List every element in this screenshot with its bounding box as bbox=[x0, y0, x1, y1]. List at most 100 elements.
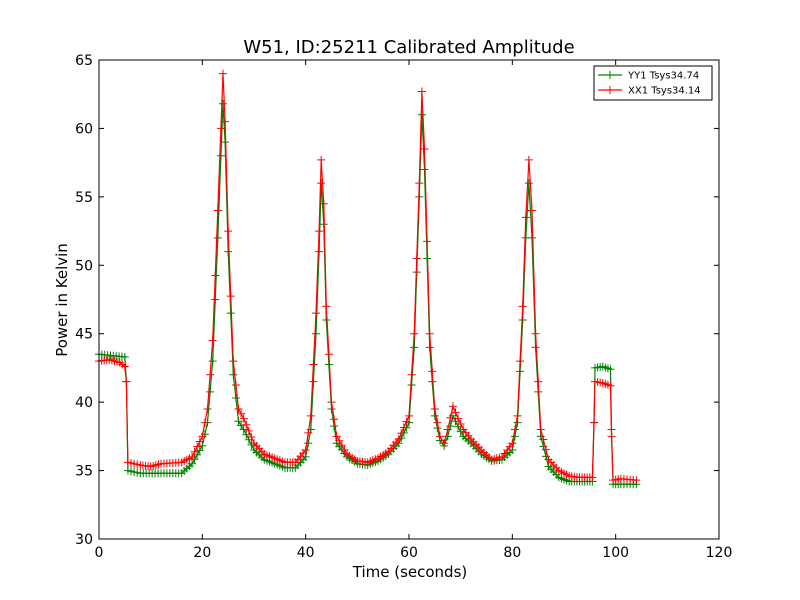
series-point-marker bbox=[524, 155, 533, 164]
series-point-marker bbox=[524, 179, 533, 188]
series-point-marker bbox=[539, 435, 548, 444]
y-tick-label: 60 bbox=[75, 121, 93, 137]
series-point-marker bbox=[527, 233, 536, 242]
series-point-marker bbox=[412, 254, 421, 263]
series-point-marker bbox=[606, 365, 615, 374]
legend-item: YY1 Tsys34.74 bbox=[598, 71, 699, 82]
series-point-marker bbox=[508, 439, 517, 448]
series-point-marker bbox=[188, 452, 196, 461]
series-point-marker bbox=[448, 402, 457, 411]
legend-item: XX1 Tsys34.14 bbox=[598, 86, 701, 97]
x-tick-label: 80 bbox=[503, 545, 521, 561]
series-point-marker bbox=[206, 370, 215, 379]
x-tick-label: 0 bbox=[95, 545, 104, 561]
series-point-marker bbox=[531, 343, 540, 352]
series-point-marker bbox=[247, 433, 256, 442]
series-point-marker bbox=[200, 418, 209, 427]
series-point-marker bbox=[304, 428, 313, 437]
series-point-marker bbox=[534, 377, 543, 386]
series-point-marker bbox=[198, 432, 207, 441]
series-point-marker bbox=[513, 411, 522, 420]
series-point-marker bbox=[454, 414, 463, 423]
series-point-marker bbox=[410, 329, 419, 338]
series-point-marker bbox=[327, 398, 336, 407]
series-point-marker bbox=[402, 417, 411, 426]
series-point-marker bbox=[226, 292, 235, 301]
x-tick-label: 120 bbox=[706, 545, 733, 561]
y-tick-label: 40 bbox=[75, 395, 93, 411]
series-point-marker bbox=[301, 446, 310, 455]
series-point-marker bbox=[340, 445, 349, 454]
series-point-marker bbox=[312, 329, 320, 338]
y-axis-label: Power in Kelvin bbox=[53, 243, 71, 357]
series-point-marker bbox=[208, 357, 217, 366]
series-point-marker bbox=[216, 124, 225, 133]
series-point-marker bbox=[510, 425, 519, 434]
series-point-marker bbox=[420, 144, 429, 153]
series-point-marker bbox=[430, 404, 439, 413]
series-point-marker bbox=[208, 336, 217, 345]
series-point-marker bbox=[443, 425, 452, 434]
series-point-marker bbox=[231, 394, 240, 403]
series-point-marker bbox=[213, 233, 222, 242]
series-point-marker bbox=[239, 414, 248, 423]
x-tick-label: 60 bbox=[400, 545, 418, 561]
series-point-marker bbox=[417, 110, 426, 119]
series-point-marker bbox=[231, 381, 240, 390]
series-point-marker bbox=[221, 117, 230, 126]
series-point-marker bbox=[510, 432, 519, 441]
series-point-marker bbox=[394, 435, 403, 444]
series-point-marker bbox=[588, 473, 597, 482]
series-point-marker bbox=[219, 99, 227, 108]
x-axis-label: Time (seconds) bbox=[352, 563, 468, 581]
series-point-marker bbox=[322, 302, 331, 311]
series-point-marker bbox=[433, 418, 442, 427]
series-point-marker bbox=[216, 151, 225, 160]
series-point-marker bbox=[309, 377, 318, 386]
series-point-marker bbox=[527, 206, 536, 215]
series-point-marker bbox=[198, 441, 207, 450]
y-tick-label: 35 bbox=[75, 464, 93, 480]
legend-label: YY1 Tsys34.74 bbox=[627, 71, 699, 82]
series-point-marker bbox=[430, 411, 439, 420]
series-point-marker bbox=[219, 69, 227, 78]
series-point-marker bbox=[315, 227, 324, 236]
series-point-marker bbox=[242, 420, 251, 429]
series-point-marker bbox=[237, 409, 246, 418]
series-point-marker bbox=[513, 418, 522, 427]
series-point-marker bbox=[589, 418, 598, 427]
series-point-marker bbox=[518, 302, 527, 311]
series-point-marker bbox=[428, 367, 437, 376]
chart-title: W51, ID:25211 Calibrated Amplitude bbox=[243, 37, 574, 58]
series-point-marker bbox=[239, 425, 248, 434]
series-point-marker bbox=[606, 381, 615, 390]
series-point-marker bbox=[410, 343, 419, 352]
y-tick-label: 30 bbox=[75, 532, 93, 548]
series-point-marker bbox=[607, 432, 616, 441]
axes-layer: 0 20 40 60 80 100 120 30 35 40 45 50 55 60 65 bbox=[75, 53, 732, 561]
series-point-marker bbox=[632, 476, 641, 485]
y-tick-label: 55 bbox=[75, 190, 93, 206]
series-point-marker bbox=[399, 423, 408, 432]
series-point-marker bbox=[195, 437, 204, 446]
series-point-marker bbox=[237, 421, 246, 430]
series-point-marker bbox=[309, 360, 318, 369]
series-point-marker bbox=[330, 415, 339, 424]
series-point-marker bbox=[330, 422, 339, 431]
series-point-marker bbox=[315, 247, 324, 256]
series-point-marker bbox=[516, 357, 525, 366]
series-point-marker bbox=[188, 459, 196, 468]
y-tick-label: 45 bbox=[75, 327, 93, 343]
y-tick-label: 65 bbox=[75, 53, 93, 69]
series-point-marker bbox=[213, 206, 222, 215]
x-tick-label: 40 bbox=[297, 545, 315, 561]
series-point-marker bbox=[423, 237, 432, 246]
series-point-marker bbox=[436, 432, 444, 441]
series-point-marker bbox=[332, 432, 341, 441]
series-point-marker bbox=[425, 329, 434, 338]
series-point-marker bbox=[206, 387, 215, 396]
series-point-marker bbox=[120, 362, 129, 371]
series-point-marker bbox=[229, 357, 238, 366]
series-point-marker bbox=[335, 436, 344, 445]
series-point-marker bbox=[120, 352, 129, 361]
